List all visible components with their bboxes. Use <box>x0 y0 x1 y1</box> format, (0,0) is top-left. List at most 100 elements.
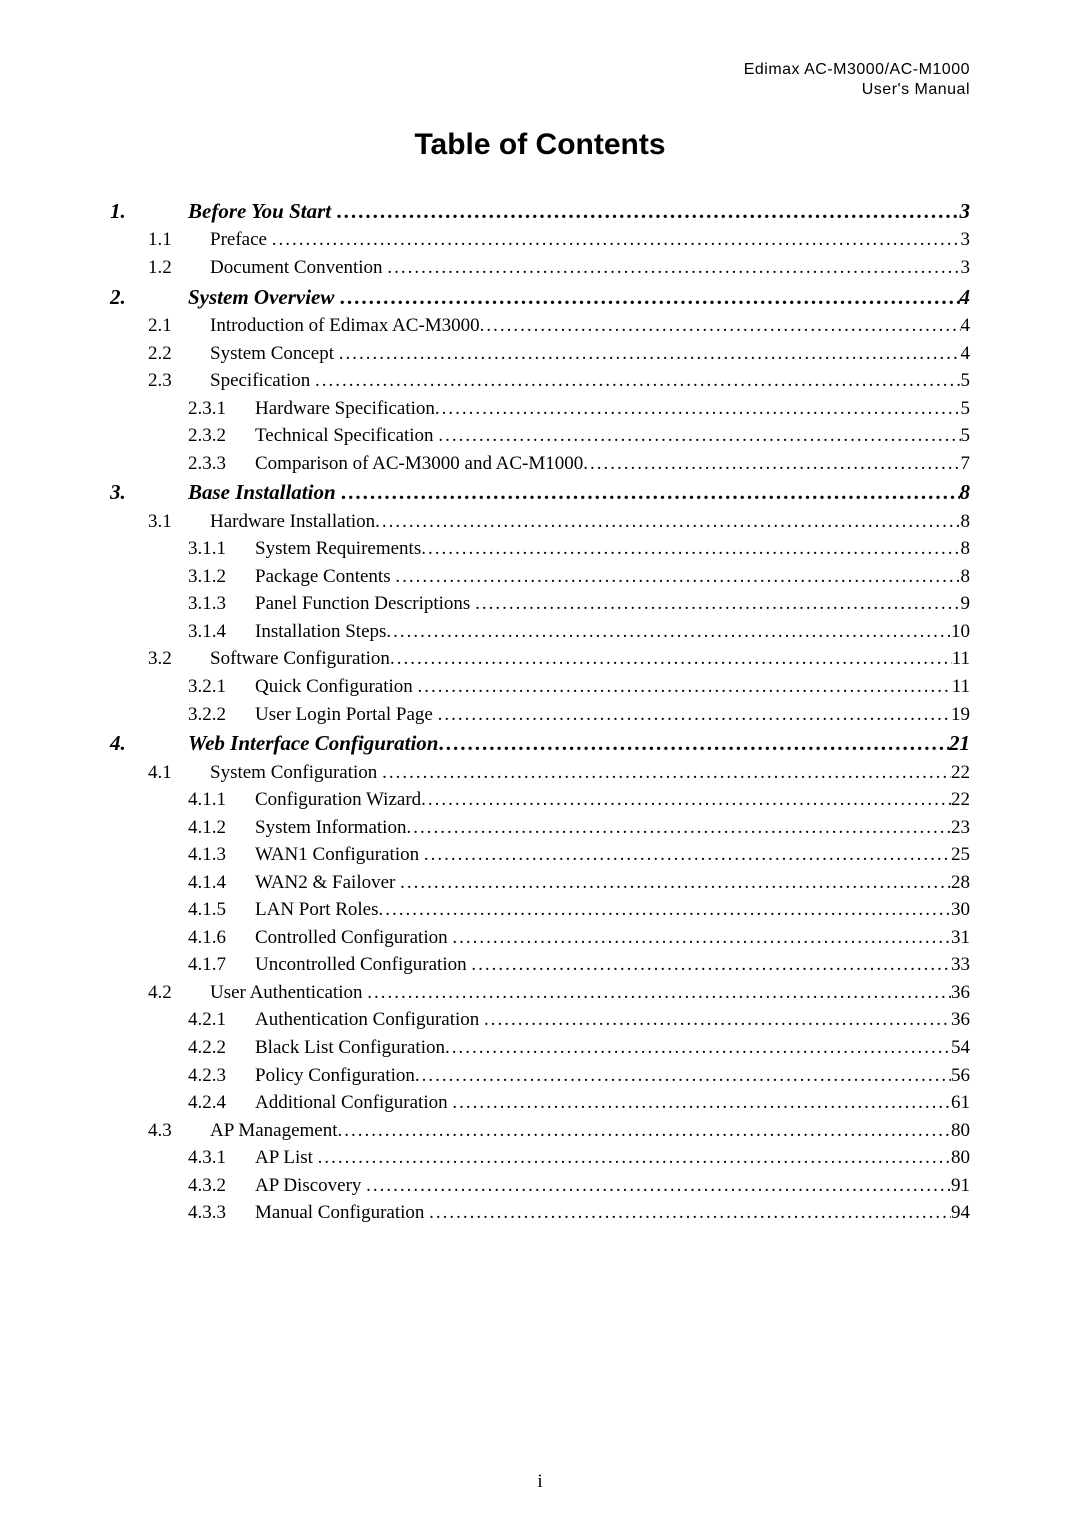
toc-leaders <box>386 618 951 646</box>
toc-number: 4.3.2 <box>110 1172 255 1200</box>
toc-leaders <box>421 535 960 563</box>
toc-label: Introduction of Edimax AC-M3000 <box>210 312 480 340</box>
toc-row: 1.2Document Convention 3 <box>110 254 970 282</box>
toc-page: 11 <box>952 673 970 701</box>
toc-label: Additional Configuration <box>255 1089 452 1117</box>
toc-leaders <box>367 979 951 1007</box>
toc-page: 33 <box>951 951 970 979</box>
toc-row: 4.3.1AP List 80 <box>110 1144 970 1172</box>
toc-number: 4.1.5 <box>110 896 255 924</box>
toc-row: 4.Web Interface Configuration 21 <box>110 728 970 758</box>
toc-row: 2.1Introduction of Edimax AC-M30004 <box>110 312 970 340</box>
toc-leaders <box>272 226 961 254</box>
toc-label: Manual Configuration <box>255 1199 429 1227</box>
toc-page: 8 <box>961 508 971 536</box>
toc-leaders <box>375 508 960 536</box>
toc-row: 4.3.2AP Discovery 91 <box>110 1172 970 1200</box>
toc-page: 23 <box>951 814 970 842</box>
toc-page: 22 <box>951 786 970 814</box>
toc-number: 4.3 <box>110 1117 210 1145</box>
toc-page: 4 <box>960 282 971 312</box>
toc-page: 56 <box>951 1062 970 1090</box>
toc-leaders <box>445 1034 951 1062</box>
toc-row: 3.1.2Package Contents 8 <box>110 563 970 591</box>
page: Edimax AC-M3000/AC-M1000 User's Manual T… <box>0 0 1080 1527</box>
toc-row: 2.3.3Comparison of AC-M3000 and AC-M1000… <box>110 450 970 478</box>
toc-leaders <box>336 196 959 226</box>
toc-number: 3. <box>110 477 188 507</box>
toc-leaders <box>406 814 951 842</box>
toc-number: 4.1.4 <box>110 869 255 897</box>
toc-label: Comparison of AC-M3000 and AC-M1000 <box>255 450 583 478</box>
toc-leaders <box>390 645 952 673</box>
toc-row: 2.2System Concept 4 <box>110 340 970 368</box>
toc-leaders <box>366 1172 951 1200</box>
toc-page: 8 <box>961 535 971 563</box>
toc-row: 4.2User Authentication 36 <box>110 979 970 1007</box>
toc-label: WAN1 Configuration <box>255 841 424 869</box>
toc-page: 22 <box>951 759 970 787</box>
toc-leaders <box>435 395 961 423</box>
toc-label: System Information <box>255 814 406 842</box>
toc-number: 3.2 <box>110 645 210 673</box>
toc-label: System Concept <box>210 340 339 368</box>
toc-number: 4.2.3 <box>110 1062 255 1090</box>
page-title: Table of Contents <box>110 128 970 162</box>
toc-leaders <box>421 786 951 814</box>
toc-label: Controlled Configuration <box>255 924 452 952</box>
toc-page: 30 <box>951 896 970 924</box>
toc-row: 1.Before You Start 3 <box>110 196 970 226</box>
toc-leaders <box>583 450 960 478</box>
toc-row: 3.2.2User Login Portal Page 19 <box>110 701 970 729</box>
toc-page: 36 <box>951 1006 970 1034</box>
toc-number: 4. <box>110 728 188 758</box>
toc-row: 4.1.1Configuration Wizard22 <box>110 786 970 814</box>
toc-number: 4.2.4 <box>110 1089 255 1117</box>
toc-number: 3.1.4 <box>110 618 255 646</box>
toc-leaders <box>438 728 949 758</box>
toc-label: Hardware Installation <box>210 508 375 536</box>
toc-page: 8 <box>960 477 971 507</box>
toc-row: 3.Base Installation 8 <box>110 477 970 507</box>
toc-leaders <box>382 759 951 787</box>
toc-row: 3.1.4Installation Steps10 <box>110 618 970 646</box>
toc-number: 1. <box>110 196 188 226</box>
toc-label: Technical Specification <box>255 422 438 450</box>
toc-leaders <box>379 896 952 924</box>
toc-row: 4.2.2Black List Configuration54 <box>110 1034 970 1062</box>
toc-label: Configuration Wizard <box>255 786 421 814</box>
toc-label: Base Installation <box>188 477 341 507</box>
toc-number: 3.2.1 <box>110 673 255 701</box>
toc-number: 2.3 <box>110 367 210 395</box>
toc-number: 1.2 <box>110 254 210 282</box>
toc-number: 2.3.3 <box>110 450 255 478</box>
toc-page: 36 <box>951 979 970 1007</box>
toc-leaders <box>471 951 951 979</box>
toc-page: 94 <box>951 1199 970 1227</box>
toc-row: 2.3Specification 5 <box>110 367 970 395</box>
toc-number: 4.3.3 <box>110 1199 255 1227</box>
toc-row: 3.1.1System Requirements8 <box>110 535 970 563</box>
toc-label: Quick Configuration <box>255 673 418 701</box>
toc-label: Document Convention <box>210 254 387 282</box>
toc-row: 2.3.1Hardware Specification5 <box>110 395 970 423</box>
toc-page: 21 <box>949 728 970 758</box>
toc-row: 4.2.4Additional Configuration 61 <box>110 1089 970 1117</box>
toc-label: User Login Portal Page <box>255 701 438 729</box>
toc-page: 5 <box>961 395 971 423</box>
toc-page: 3 <box>961 254 971 282</box>
toc-page: 11 <box>952 645 970 673</box>
toc-number: 4.2 <box>110 979 210 1007</box>
toc-label: Before You Start <box>188 196 336 226</box>
toc-leaders <box>318 1144 951 1172</box>
toc-row: 4.1.2System Information23 <box>110 814 970 842</box>
toc-row: 4.1.6Controlled Configuration 31 <box>110 924 970 952</box>
toc-page: 80 <box>951 1144 970 1172</box>
toc-page: 80 <box>951 1117 970 1145</box>
toc-number: 4.3.1 <box>110 1144 255 1172</box>
toc-label: Web Interface Configuration <box>188 728 438 758</box>
toc-number: 1.1 <box>110 226 210 254</box>
toc-label: Policy Configuration <box>255 1062 415 1090</box>
toc-leaders <box>480 312 961 340</box>
toc-label: Uncontrolled Configuration <box>255 951 471 979</box>
